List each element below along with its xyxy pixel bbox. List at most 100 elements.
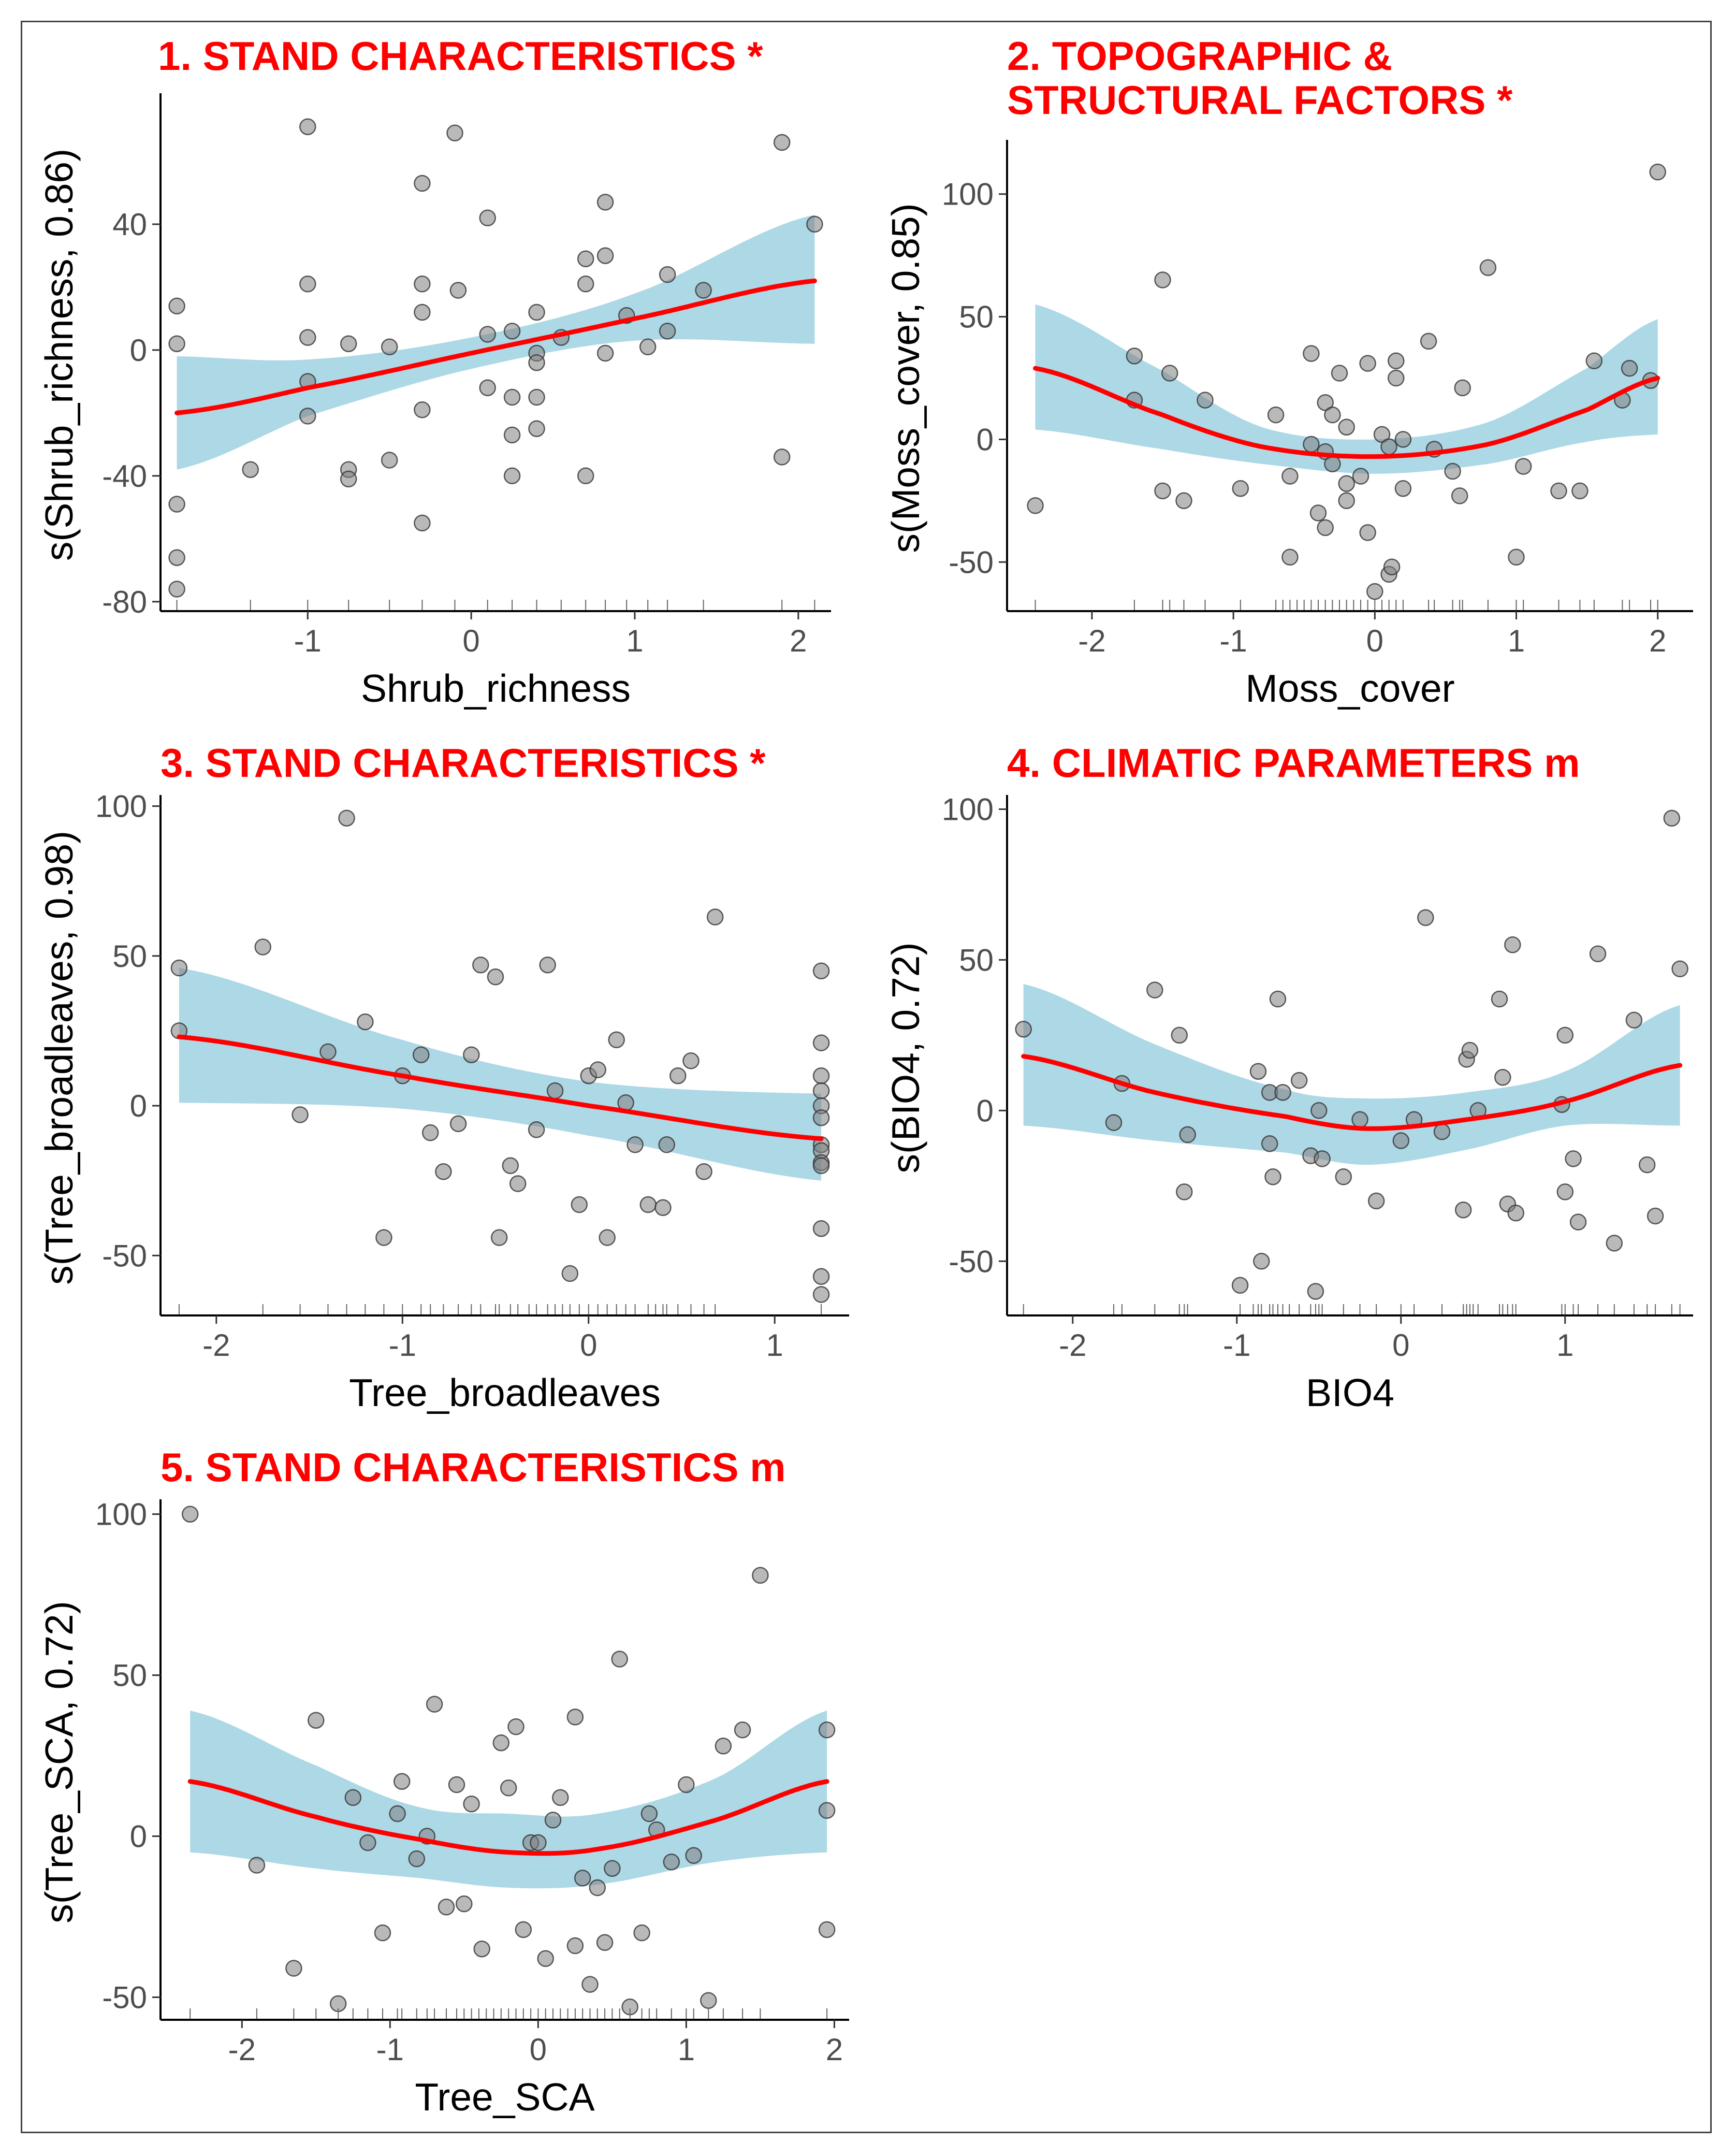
data-point	[338, 809, 355, 827]
data-point	[1161, 365, 1178, 382]
data-point	[375, 1229, 392, 1246]
y-axis-label: s(Tree_SCA, 0.72)	[37, 1601, 81, 1923]
data-point	[1565, 1150, 1582, 1167]
data-point	[818, 1921, 836, 1938]
data-point	[421, 1124, 439, 1141]
data-point	[581, 1976, 599, 1993]
data-point	[1274, 1084, 1291, 1101]
data-point	[1154, 271, 1171, 288]
panel-5-tree-sca: 5. STAND CHARACTERISTICS m -2 -1 0 1 2 -50 0 50 1…	[37, 1444, 849, 2119]
data-point	[1027, 497, 1044, 514]
x-tick-label: -2	[1059, 1328, 1086, 1363]
data-point	[242, 461, 259, 478]
data-point	[449, 1115, 467, 1133]
data-point	[503, 426, 521, 444]
data-point	[414, 303, 431, 321]
confidence-band	[1035, 304, 1658, 474]
data-point	[509, 1175, 527, 1192]
panel-title: 3. STAND CHARACTERISTICS *	[161, 740, 766, 786]
data-point	[577, 250, 594, 268]
y-tick-label: -50	[949, 1244, 994, 1279]
data-point	[539, 956, 556, 974]
x-axis-label: Moss_cover	[1245, 667, 1454, 710]
x-tick-label: 0	[462, 624, 479, 658]
data-point	[604, 1860, 621, 1877]
x-tick-label: 2	[826, 2032, 843, 2067]
data-point	[412, 1046, 430, 1063]
data-point	[1352, 468, 1369, 485]
data-point	[658, 1136, 675, 1153]
data-point	[1638, 1156, 1656, 1174]
data-point	[552, 1789, 569, 1806]
y-tick-label: -80	[102, 585, 147, 619]
data-point	[682, 1052, 700, 1069]
data-point	[812, 962, 830, 979]
data-point	[1507, 1204, 1524, 1222]
data-point	[812, 1109, 830, 1126]
data-point	[812, 1067, 830, 1084]
data-point	[1281, 548, 1299, 566]
data-point	[561, 1265, 579, 1282]
x-tick-label: 1	[1508, 624, 1525, 658]
data-point	[490, 1229, 508, 1246]
data-point	[414, 401, 431, 418]
x-tick-label: 0	[1392, 1328, 1409, 1363]
y-axis-label: s(BIO4, 0.72)	[884, 942, 927, 1173]
x-tick-label: -1	[1219, 624, 1247, 658]
data-point	[500, 1779, 517, 1797]
x-axis-label: BIO4	[1306, 1371, 1394, 1414]
data-point	[414, 175, 431, 192]
data-point	[340, 335, 357, 352]
data-point	[1267, 406, 1285, 424]
data-point	[669, 1067, 687, 1084]
data-point	[695, 1163, 712, 1180]
data-point	[537, 1950, 554, 1967]
panel-title: 4. CLIMATIC PARAMETERS m	[1007, 740, 1580, 786]
data-point	[818, 1721, 836, 1739]
data-point	[248, 1857, 266, 1874]
data-point	[1303, 436, 1320, 453]
data-point	[1556, 1183, 1574, 1200]
data-point	[812, 1034, 830, 1051]
data-point	[515, 1921, 532, 1938]
data-point	[695, 282, 712, 299]
data-point	[1290, 1072, 1308, 1089]
data-point	[633, 1924, 650, 1942]
smooth-fit-line	[1033, 366, 1660, 459]
data-point	[685, 1847, 702, 1864]
data-point	[1504, 936, 1521, 953]
data-point	[608, 1031, 625, 1049]
data-point	[528, 420, 545, 437]
data-point	[812, 1157, 830, 1175]
data-point	[773, 134, 791, 151]
data-point	[1392, 1132, 1410, 1149]
data-point	[574, 1870, 591, 1887]
data-point	[1359, 524, 1376, 541]
data-point	[1444, 462, 1461, 480]
data-point	[479, 379, 496, 397]
data-point	[472, 956, 489, 974]
data-point	[546, 1082, 564, 1099]
data-point	[374, 1924, 391, 1942]
data-point	[168, 496, 185, 513]
data-point	[1569, 1213, 1587, 1231]
data-point	[1380, 438, 1397, 455]
data-point	[1621, 359, 1638, 377]
y-tick-label: -50	[102, 1238, 147, 1273]
data-point	[1461, 1041, 1479, 1059]
smooth-fit-line	[174, 278, 817, 415]
data-point	[663, 1854, 680, 1871]
y-tick-label: 100	[942, 177, 994, 212]
data-point	[530, 1834, 547, 1851]
data-point	[448, 1776, 465, 1793]
y-tick-label: -50	[949, 545, 994, 580]
data-point	[1338, 475, 1355, 492]
y-tick-label: -50	[102, 1980, 147, 2015]
data-point	[449, 282, 467, 299]
data-point	[577, 276, 594, 293]
data-point	[1197, 392, 1214, 409]
data-point	[1171, 1026, 1188, 1044]
data-point	[381, 452, 398, 469]
data-point	[700, 1992, 717, 2009]
panel-title: 1. STAND CHARACTERISTICS *	[158, 33, 763, 79]
